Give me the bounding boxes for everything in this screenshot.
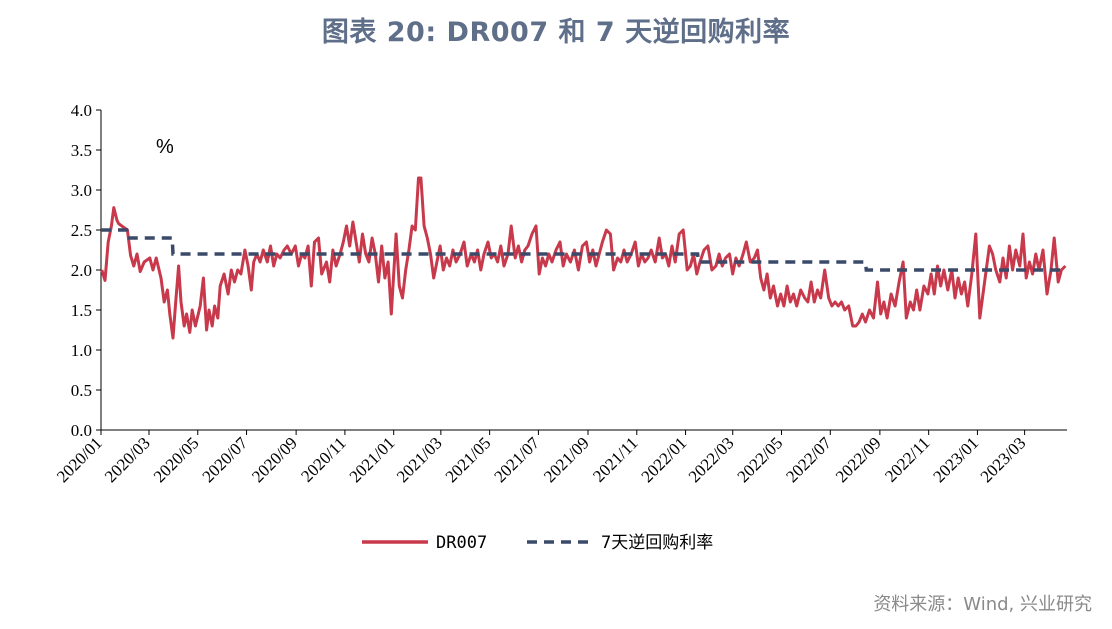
y-tick-label: 3.5	[71, 141, 92, 160]
x-tick-label: 2022/03	[685, 433, 738, 486]
y-tick-label: 3.0	[71, 181, 92, 200]
series-dr007-line	[100, 176, 1067, 340]
x-axis: 2020/012020/032020/052020/072020/092020/…	[53, 429, 1067, 486]
legend: DR007 7天逆回购利率	[362, 533, 713, 553]
x-tick-label: 2021/11	[589, 433, 641, 485]
x-tick-label: 2021/07	[490, 433, 543, 486]
series-layer	[100, 176, 1067, 340]
x-tick-label: 2023/03	[977, 433, 1030, 486]
y-tick-label: 1.5	[71, 301, 92, 320]
x-tick-label: 2023/01	[929, 433, 982, 486]
y-tick-label: 4.0	[71, 101, 92, 120]
x-tick-label: 2020/03	[101, 433, 154, 486]
y-tick-label: 0.0	[71, 421, 92, 440]
unit-label: %	[156, 136, 174, 158]
x-tick-label: 2021/03	[393, 433, 446, 486]
source-note: 资料来源：Wind, 兴业研究	[873, 594, 1092, 615]
x-tick-label: 2020/07	[199, 433, 252, 486]
x-tick-label: 2022/05	[734, 433, 787, 486]
x-tick-label: 2022/07	[782, 433, 835, 486]
legend-label-dr007: DR007	[436, 533, 487, 553]
y-tick-label: 1.0	[71, 341, 92, 360]
y-tick-label: 2.5	[71, 221, 92, 240]
x-tick-label: 2020/09	[248, 433, 301, 486]
legend-label-reverse-repo: 7天逆回购利率	[601, 533, 713, 553]
y-tick-label: 2.0	[71, 261, 92, 280]
x-tick-label: 2020/05	[150, 433, 203, 486]
x-tick-label: 2021/01	[346, 433, 399, 486]
x-tick-label: 2021/09	[540, 433, 593, 486]
x-tick-label: 2021/05	[442, 433, 495, 486]
x-tick-label: 2022/01	[638, 433, 691, 486]
chart-title: 图表 20: DR007 和 7 天逆回购利率	[321, 17, 791, 48]
x-tick-label: 2020/11	[297, 433, 349, 485]
x-tick-label: 2020/01	[53, 433, 106, 486]
x-tick-label: 2022/11	[881, 433, 933, 485]
y-tick-label: 0.5	[71, 381, 92, 400]
y-axis: 0.0 0.5 1.0 1.5 2.0 2.5 3.0 3.5 4.0	[71, 101, 102, 440]
x-tick-label: 2022/09	[832, 433, 885, 486]
